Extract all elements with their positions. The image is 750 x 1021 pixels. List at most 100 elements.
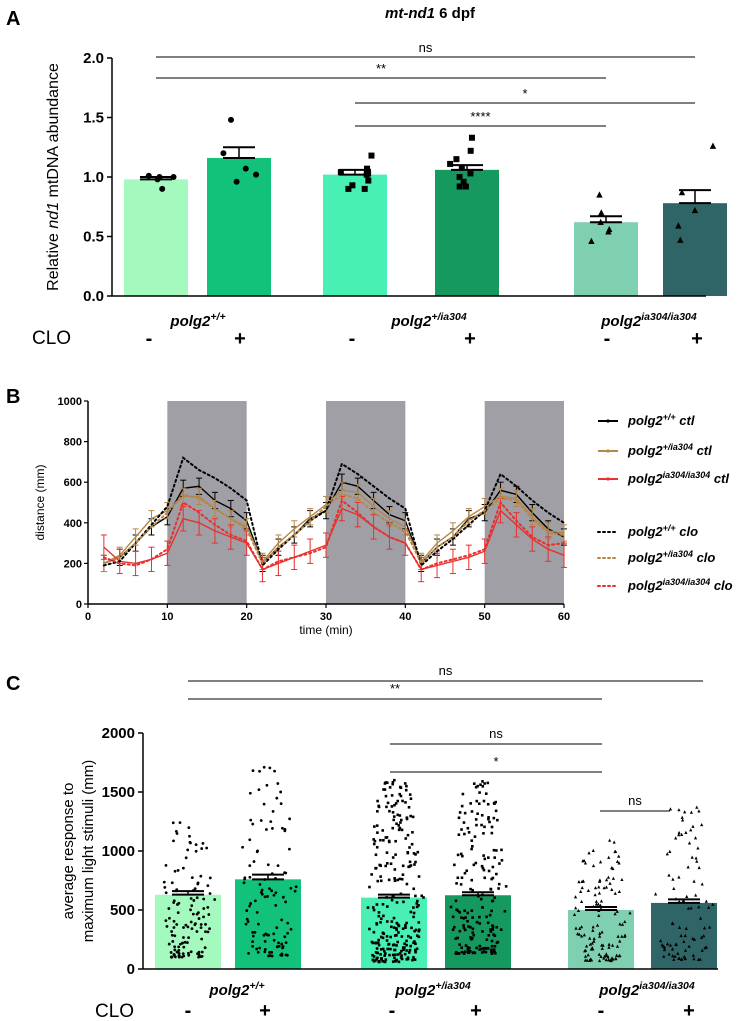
chart-c-point [396, 923, 400, 927]
chart-c-point [693, 836, 698, 840]
chart-c-point [456, 876, 460, 880]
chart-c-point [481, 866, 485, 870]
chart-c-point [386, 905, 389, 908]
chart-a-point [227, 116, 234, 123]
chart-c-point [247, 952, 250, 955]
chart-c-point [200, 950, 204, 954]
chart-c-point [288, 817, 292, 821]
chart-c-point [410, 842, 414, 846]
chart-c-point [613, 912, 617, 916]
chart-c-y-axis-label: average response to maximum light stimuli… [60, 760, 97, 943]
chart-c-point [694, 893, 698, 897]
chart-c-point [371, 941, 375, 945]
chart-c-point [699, 935, 704, 939]
chart-c-point [196, 881, 200, 885]
chart-c-point [376, 799, 379, 803]
chart-c-point [401, 927, 405, 930]
chart-c-point [202, 915, 205, 919]
chart-c-point [602, 956, 606, 960]
chart-b-series-line-6 [102, 498, 565, 571]
chart-c-point [587, 958, 592, 963]
chart-c-point [598, 934, 602, 938]
chart-c-point [391, 782, 394, 786]
chart-c-point [662, 947, 667, 952]
chart-c-point [383, 960, 386, 963]
chart-c-point [409, 864, 413, 867]
chart-c-point [476, 784, 480, 788]
chart-c-point [374, 959, 377, 962]
chart-c-point [249, 902, 252, 905]
chart-c-point [386, 947, 390, 951]
chart-c-point [368, 927, 371, 931]
chart-c-point [671, 877, 675, 881]
chart-c-point [676, 951, 680, 955]
chart-c-point [500, 848, 503, 852]
chart-c-point [398, 826, 402, 830]
chart-c-point [399, 794, 403, 798]
chart-c-point [472, 933, 476, 937]
chart-c-point [272, 932, 276, 936]
chart-c-point [201, 842, 205, 845]
chart-a-point [467, 170, 474, 177]
chart-c-point [492, 933, 495, 936]
chart-c-point [495, 872, 498, 876]
chart-c-point [412, 887, 416, 891]
chart-c-point [376, 941, 380, 945]
chart-c-point [176, 868, 180, 872]
chart-c-point [255, 910, 259, 914]
chart-c-point [574, 906, 578, 910]
chart-a-treatment-sign: - [349, 328, 356, 350]
chart-c-point [499, 928, 503, 931]
chart-c-point [674, 836, 678, 840]
chart-c-point [476, 812, 479, 816]
chart-a-clo-label: CLO [32, 328, 71, 349]
chart-c-point [687, 841, 692, 845]
chart-b-series-line-4 [102, 456, 565, 568]
chart-b-legend-label-3: polg2ia304/ia304 ctl [627, 470, 729, 486]
chart-c-point [175, 923, 179, 926]
chart-c-treatment-sign: - [185, 1000, 192, 1021]
chart-c-point [281, 895, 285, 899]
chart-c-point [417, 935, 421, 939]
chart-c-point [195, 930, 199, 933]
chart-c-point [460, 946, 463, 950]
chart-c-point [376, 831, 379, 834]
chart-c-point [606, 875, 610, 879]
chart-c-point [172, 952, 176, 956]
chart-c-point [182, 936, 185, 939]
chart-c-point [475, 823, 478, 827]
chart-c-point [402, 900, 405, 904]
chart-c-point [414, 894, 417, 898]
chart-c-point [375, 922, 378, 925]
chart-a-bar-2 [207, 157, 271, 296]
chart-c-point [162, 880, 166, 884]
chart-c-point [172, 926, 176, 929]
chart-c-point [471, 931, 475, 934]
chart-a-point [596, 191, 603, 198]
chart-c-point [404, 923, 407, 927]
chart-c-point [690, 855, 694, 859]
chart-c-point [372, 955, 376, 958]
chart-c-point [453, 925, 456, 929]
chart-c-point [184, 856, 188, 860]
chart-c-point [404, 801, 407, 804]
chart-c-point [662, 954, 666, 958]
chart-c-point [206, 930, 210, 934]
chart-c-point [398, 951, 402, 955]
chart-c-treatment-sign: + [259, 1000, 271, 1021]
chart-c-point [579, 925, 584, 929]
chart-c-point [391, 960, 395, 964]
chart-c-point [585, 958, 589, 962]
chart-c-point [387, 839, 391, 843]
chart-c-point [470, 839, 474, 842]
chart-c-point [181, 866, 185, 870]
chart-c-point [461, 854, 464, 858]
chart-c-point [458, 911, 462, 914]
chart-c-point [174, 829, 178, 833]
chart-c-point [270, 889, 274, 893]
chart-c-point [178, 821, 182, 825]
chart-c-point [202, 897, 206, 901]
chart-c-point [459, 883, 463, 886]
chart-a-point [675, 222, 682, 229]
chart-c-point [457, 833, 461, 837]
